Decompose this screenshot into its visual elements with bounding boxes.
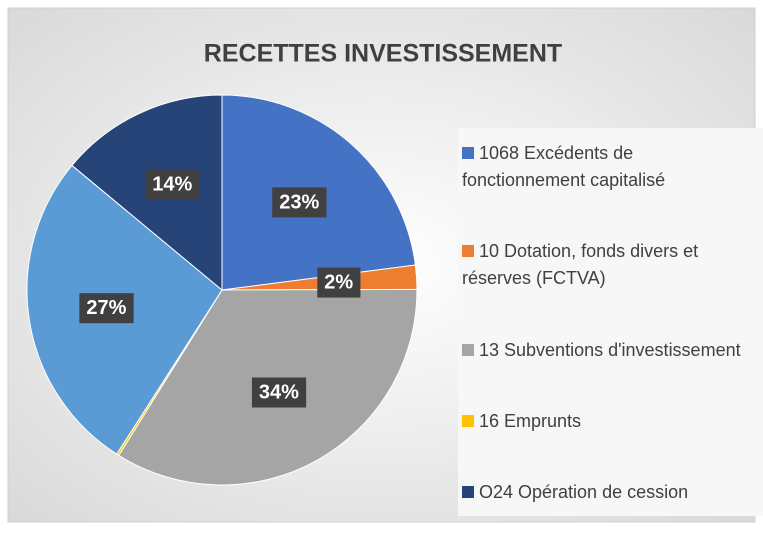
data-label: 14% — [152, 173, 192, 195]
data-label-box — [251, 377, 307, 408]
legend-item: 10 Dotation, fonds divers et réserves (F… — [462, 238, 758, 292]
data-label: 2% — [324, 272, 353, 294]
legend-background — [458, 128, 763, 516]
legend-swatch — [462, 414, 474, 427]
legend-item: O24 Opération de cession — [462, 479, 758, 506]
data-label: 23% — [279, 191, 319, 213]
legend-item: 16 Emprunts — [462, 408, 758, 435]
legend-label: 16 Emprunts — [479, 410, 582, 431]
data-label-box — [272, 187, 327, 218]
legend-item: 1068 Excédents de fonctionnement capital… — [462, 140, 758, 194]
legend-label: 10 Dotation, fonds divers et réserves (F… — [462, 241, 699, 289]
data-label-box — [317, 267, 361, 298]
legend: 1068 Excédents de fonctionnement capital… — [462, 140, 758, 506]
data-label-box — [79, 293, 134, 324]
data-label: 27% — [86, 297, 126, 319]
data-label: 34% — [259, 382, 299, 404]
legend-item: 13 Subventions d'investissement — [462, 337, 758, 364]
legend-swatch — [462, 343, 474, 356]
legend-label: 13 Subventions d'investissement — [479, 339, 741, 360]
legend-swatch — [462, 245, 474, 258]
legend-swatch — [462, 486, 474, 498]
legend-label: O24 Opération de cession — [479, 482, 689, 502]
legend-swatch — [462, 147, 474, 159]
legend-label: 1068 Excédents de fonctionnement capital… — [462, 143, 666, 190]
chart-title: RECETTES INVESTISSEMENT — [204, 40, 562, 68]
data-label-box — [145, 169, 200, 200]
